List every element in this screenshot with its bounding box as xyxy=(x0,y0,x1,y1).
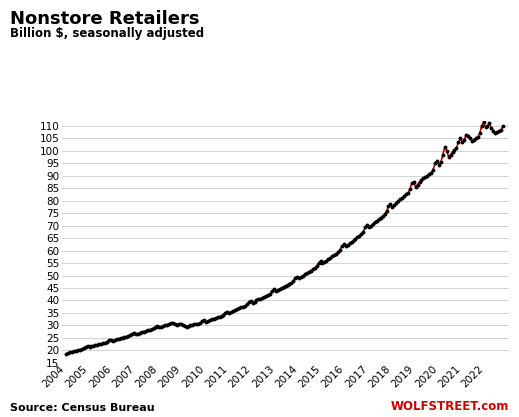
Text: Nonstore Retailers: Nonstore Retailers xyxy=(10,10,200,28)
Text: WOLFSTREET.com: WOLFSTREET.com xyxy=(390,400,509,413)
Text: Billion $, seasonally adjusted: Billion $, seasonally adjusted xyxy=(10,27,204,40)
Text: Source: Census Bureau: Source: Census Bureau xyxy=(10,403,155,413)
